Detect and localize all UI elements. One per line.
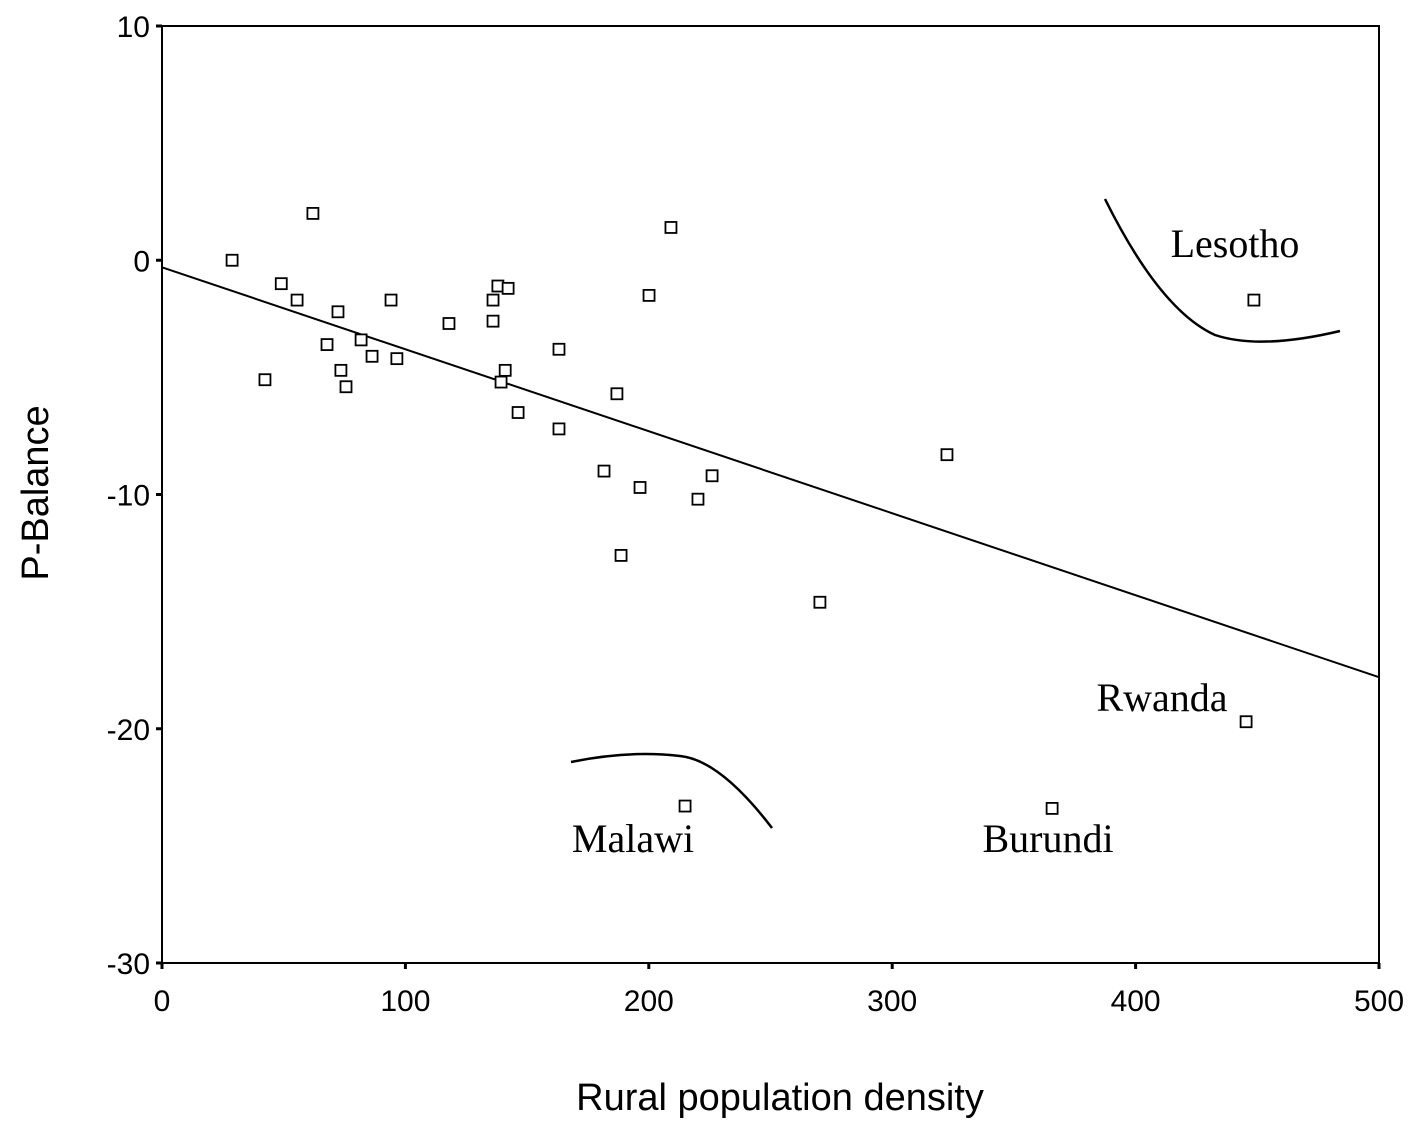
point [486,293,500,307]
plot-frame [161,25,1380,964]
annotation: Burundi [982,816,1113,861]
point [384,293,398,307]
x-tick-label: 0 [154,985,171,1018]
y-tick-label: 10 [117,11,150,44]
point [225,253,239,267]
point [320,338,334,351]
point [678,799,692,813]
point [442,317,456,330]
point [274,277,288,291]
point [494,375,508,389]
point [331,305,345,319]
point [339,380,353,394]
annotation: Lesotho [1171,221,1300,266]
annotation: Malawi [572,816,694,861]
point [610,387,624,401]
point [813,595,827,609]
y-tick-label: 0 [133,245,150,278]
lesotho-bracket [1103,198,1341,343]
point [354,333,368,347]
y-tick-label: -20 [107,714,150,747]
point [664,221,678,234]
point [511,406,525,419]
point [306,206,320,220]
point [498,363,512,377]
point [614,549,628,562]
point [486,314,500,328]
point [633,481,647,494]
x-tick-label: 500 [1354,985,1404,1018]
point [365,349,379,363]
point [691,492,705,506]
point [642,288,656,302]
annotation: Rwanda [1096,675,1227,720]
x-tick-label: 300 [867,985,917,1018]
y-tick-label: -10 [107,480,150,513]
point [552,422,566,436]
point [1239,715,1253,729]
point [1247,293,1261,307]
point [501,281,515,295]
point [705,469,719,483]
x-axis-label: Rural population density [576,1077,984,1119]
point [290,293,304,307]
point [940,448,954,462]
x-tick-label: 200 [624,985,674,1018]
y-tick-label: -30 [107,948,150,981]
point [258,373,272,387]
point [552,342,566,356]
x-tick-label: 400 [1111,985,1161,1018]
point [334,363,348,377]
point [390,352,404,366]
point [597,464,611,478]
point [1045,801,1059,815]
fit-line [161,266,1380,679]
malawi-bracket [570,752,773,829]
x-tick-label: 100 [380,985,430,1018]
y-axis-label: P-Balance [15,405,57,580]
